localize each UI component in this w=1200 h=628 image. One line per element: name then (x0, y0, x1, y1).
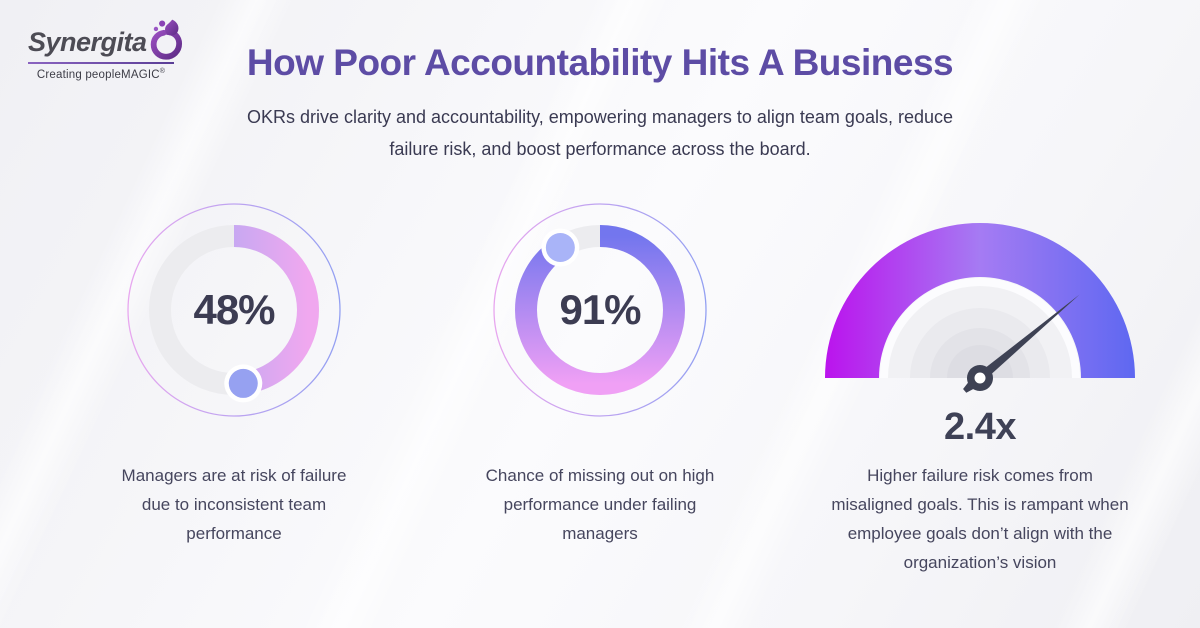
progress-dot (545, 233, 575, 263)
gauge-ring-4 (947, 345, 1013, 378)
stat-value-48: 48% (193, 286, 275, 333)
caption-line: Managers are at risk of failure (121, 466, 347, 485)
outer-ring (127, 203, 341, 417)
caption-line: performance (186, 524, 282, 543)
brand-logo: Synergita Creating peopleMAGIC® (28, 18, 218, 81)
brand-tagline: Creating peopleMAGIC® (36, 68, 166, 81)
donut-arc (515, 225, 685, 395)
brand-underline (28, 62, 174, 64)
gauge-svg (825, 223, 1135, 393)
brand-swirl-icon (149, 18, 183, 60)
stat-value-91: 91% (559, 286, 641, 333)
gauge-chart (820, 220, 1140, 400)
page-subtitle: OKRs drive clarity and accountability, e… (190, 101, 1010, 165)
caption-donut-48: Managers are at risk of failure due to i… (74, 461, 394, 548)
donut-chart-48: 48% (124, 200, 344, 420)
donut-arc (149, 225, 319, 395)
donut-48-svg (127, 203, 341, 417)
needle-hub-center (974, 372, 986, 384)
registered-mark: ® (159, 68, 166, 75)
donut-91-svg (493, 203, 707, 417)
caption-line: Chance of missing out on high (485, 466, 715, 485)
page-title: How Poor Accountability Hits A Business (246, 42, 954, 83)
stat-value-gauge: 2.4x (944, 406, 1016, 448)
brand-name: Synergita (28, 27, 147, 57)
caption-line: managers (562, 524, 638, 543)
donut-chart-91: 91% (490, 200, 710, 420)
caption-line: Higher failure risk comes from (867, 466, 1093, 485)
caption-donut-91: Chance of missing out on high performanc… (440, 461, 760, 548)
outer-ring (493, 203, 707, 417)
caption-line: employee goals don’t align with the (847, 524, 1113, 543)
gauge-needle (963, 294, 1080, 393)
caption-line: performance under failing (503, 495, 697, 514)
subtitle-line: failure risk, and boost performance acro… (389, 139, 811, 159)
caption-gauge: Higher failure risk comes from misaligne… (790, 461, 1170, 577)
caption-line: misaligned goals. This is rampant when (831, 495, 1129, 514)
gauge-band (825, 223, 1135, 378)
caption-line: due to inconsistent team (141, 495, 327, 514)
progress-dot (228, 368, 258, 398)
caption-line: organization’s vision (903, 553, 1057, 572)
subtitle-line: OKRs drive clarity and accountability, e… (246, 107, 954, 127)
